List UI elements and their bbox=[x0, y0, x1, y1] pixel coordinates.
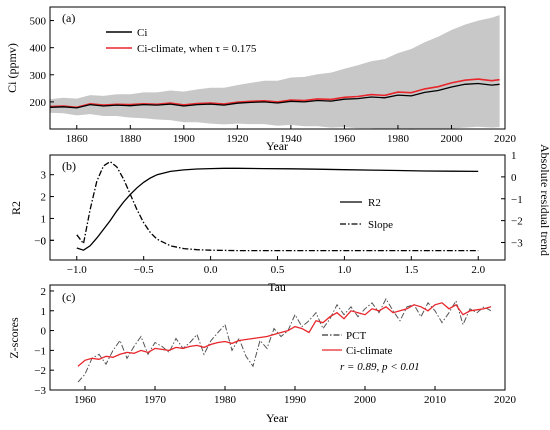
uncertainty-band bbox=[50, 15, 500, 130]
x-tick-label: 1900 bbox=[173, 133, 196, 145]
panel-a-frame bbox=[49, 6, 506, 130]
x-tick-label: 1960 bbox=[333, 133, 356, 145]
series-ci-climate-line bbox=[49, 78, 500, 109]
x-tick-label: 1990 bbox=[284, 394, 307, 406]
legend-r2-label: R2 bbox=[368, 197, 381, 209]
panel-b-y2-axis-label: Absolute residual trend bbox=[538, 144, 550, 256]
x-tick-label: 1970 bbox=[144, 394, 167, 406]
panel-c-x-ticks: 1960 1970 1980 1990 2000 2010 2020 bbox=[74, 386, 517, 406]
x-tick-label: 0.0 bbox=[204, 264, 218, 276]
legend-ci-climate-c-label: Ci-climate bbox=[346, 345, 393, 357]
panel-c-label: (c) bbox=[62, 290, 75, 304]
x-tick-label: 1.5 bbox=[404, 264, 418, 276]
x-tick-label: 2.0 bbox=[471, 264, 485, 276]
x-tick-label: −1.0 bbox=[67, 264, 87, 276]
y-tick-label: 300 bbox=[30, 70, 47, 82]
y-tick-label: 2 bbox=[41, 286, 47, 298]
y-tick-label: −2 bbox=[34, 365, 46, 377]
panel-a-y-ticks: 200 300 400 500 bbox=[30, 16, 54, 109]
y-tick-label: −3 bbox=[511, 238, 523, 250]
y-tick-label: 3 bbox=[41, 170, 47, 182]
x-tick-label: 2010 bbox=[424, 394, 447, 406]
panel-b-x-axis-label: Tau bbox=[268, 280, 286, 294]
panel-a-x-ticks: 1860 1880 1900 1920 1940 1960 1980 2000 2020 bbox=[66, 125, 517, 145]
x-tick-label: 2020 bbox=[494, 394, 517, 406]
panel-b-legend: R2 Slope bbox=[340, 197, 393, 231]
series-pct-line bbox=[77, 297, 492, 383]
x-tick-label: 2000 bbox=[354, 394, 377, 406]
y-tick-label: 1 bbox=[511, 150, 517, 162]
x-tick-label: 1940 bbox=[280, 133, 303, 145]
y-tick-label: 200 bbox=[30, 97, 47, 109]
x-tick-label: −0.5 bbox=[134, 264, 154, 276]
panel-a: 1860 1880 1900 1920 1940 1960 1980 2000 2020 200… bbox=[5, 6, 517, 153]
y-tick-label: −1 bbox=[511, 194, 523, 206]
x-tick-label: 1860 bbox=[66, 133, 89, 145]
legend-ci-climate-label: Ci-climate, when τ = 0.175 bbox=[137, 43, 257, 55]
panel-b-plot-area bbox=[76, 160, 479, 252]
x-tick-label: 1980 bbox=[387, 133, 410, 145]
legend-pct-label: PCT bbox=[346, 330, 366, 342]
panel-b-label: (b) bbox=[62, 159, 76, 173]
panel-c: 1960 1970 1980 1990 2000 2010 2020 −3 −2 −1 0 1 2 (… bbox=[7, 284, 517, 425]
panel-b-y-ticks: −00 1 2 3 bbox=[34, 170, 54, 247]
panel-c-y-ticks: −3 −2 −1 0 1 2 bbox=[34, 286, 54, 397]
y-tick-label: 1 bbox=[41, 306, 47, 318]
series-slope-line bbox=[76, 160, 479, 252]
y-tick-label: 0 bbox=[41, 326, 47, 338]
series-r2-line bbox=[76, 167, 479, 251]
y-tick-label: −0 bbox=[34, 235, 46, 247]
panel-a-legend: Ci Ci-climate, when τ = 0.175 bbox=[106, 27, 257, 55]
x-tick-label: 1960 bbox=[74, 394, 97, 406]
panel-b-y2-ticks: −3 −2 −1 0 1 bbox=[501, 150, 523, 250]
panel-c-plot-area bbox=[77, 297, 492, 383]
y-tick-label: 1 bbox=[41, 213, 47, 225]
x-tick-label: 1920 bbox=[226, 133, 249, 145]
panel-a-plot-area bbox=[49, 15, 500, 130]
legend-slope-label: Slope bbox=[368, 219, 393, 231]
y-tick-label: 400 bbox=[30, 43, 47, 55]
y-tick-label: −1 bbox=[34, 345, 46, 357]
series-ci-line bbox=[49, 82, 500, 109]
panel-a-x-axis-label: Year bbox=[266, 139, 288, 153]
x-tick-label: 1.0 bbox=[338, 264, 352, 276]
panel-c-frame bbox=[49, 284, 506, 391]
panel-b-y-axis-label: R2 bbox=[9, 201, 23, 215]
y-tick-label: 0 bbox=[511, 172, 517, 184]
panel-b-x-ticks: −1.0 −0.5 0.0 0.5 1.0 1.5 2.0 bbox=[67, 256, 486, 276]
x-tick-label: 0.5 bbox=[271, 264, 285, 276]
panel-c-y-axis-label: Z-scores bbox=[7, 317, 21, 359]
y-tick-label: 2 bbox=[41, 192, 47, 204]
panel-a-y-axis-label: Ci (ppmv) bbox=[5, 43, 19, 93]
x-tick-label: 1980 bbox=[214, 394, 237, 406]
y-tick-label: −2 bbox=[511, 216, 523, 228]
y-tick-label: −3 bbox=[34, 385, 46, 397]
y-tick-label: 500 bbox=[30, 16, 47, 28]
correlation-annotation: r = 0.89, p < 0.01 bbox=[340, 361, 420, 373]
y-tick-label: 0 bbox=[41, 235, 47, 247]
panel-a-label: (a) bbox=[62, 11, 75, 25]
legend-ci-label: Ci bbox=[137, 27, 147, 39]
x-tick-label: 1880 bbox=[119, 133, 142, 145]
x-tick-label: 2000 bbox=[440, 133, 463, 145]
x-tick-label: 2020 bbox=[494, 133, 517, 145]
panel-c-x-axis-label: Year bbox=[266, 411, 288, 425]
panel-c-legend: PCT Ci-climate r = 0.89, p < 0.01 bbox=[322, 330, 420, 373]
series-ci-climate-z-line bbox=[77, 302, 492, 367]
